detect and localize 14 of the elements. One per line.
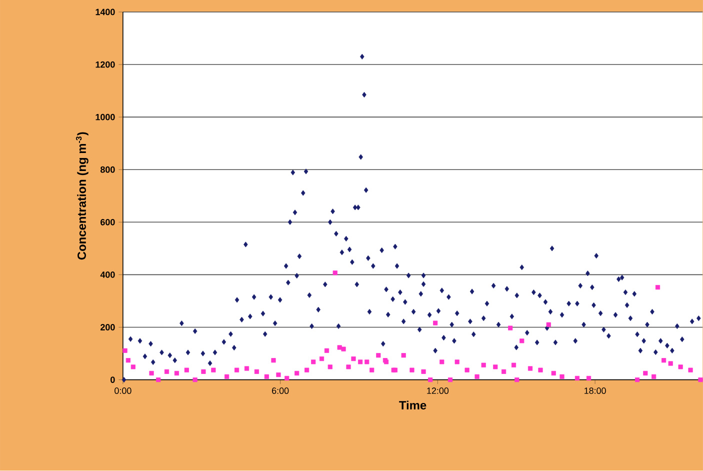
x-tick-label: 12:00 — [427, 388, 449, 394]
y-tick-label: 800 — [100, 166, 115, 173]
x-tick-label: 6:00 — [272, 388, 289, 394]
y-tick-label: 200 — [100, 324, 115, 331]
y-tick-label: 1200 — [96, 61, 115, 68]
y-tick-label: 0 — [110, 376, 115, 384]
y-tick-label: 1400 — [96, 8, 115, 16]
y-tick-label: 1000 — [96, 114, 115, 120]
y-axis-title: Concentration (ng m$^{-3}$) — [76, 132, 88, 260]
x-axis-title: Time — [399, 400, 426, 410]
y-tick-label: 400 — [100, 272, 115, 278]
x-tick-label: 18:00 — [584, 388, 606, 394]
x-tick-label: 0:00 — [114, 388, 132, 394]
y-tick-label: 600 — [100, 219, 115, 226]
